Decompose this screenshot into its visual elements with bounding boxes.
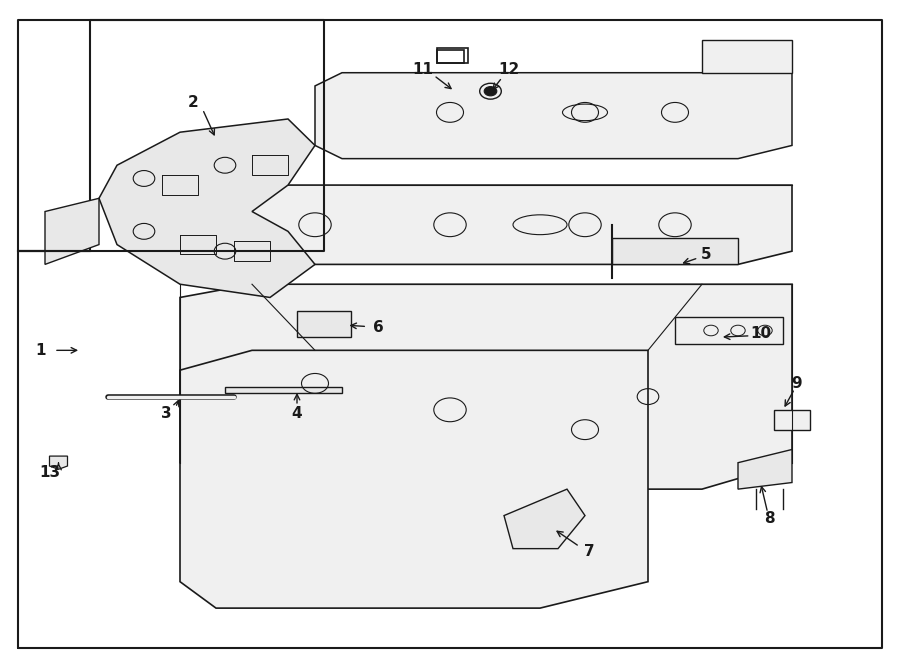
Polygon shape	[315, 73, 792, 159]
Bar	[436, 48, 468, 63]
Text: 12: 12	[498, 62, 519, 77]
Text: 13: 13	[39, 465, 60, 480]
Polygon shape	[504, 489, 585, 549]
Text: 11: 11	[412, 62, 434, 77]
Text: 3: 3	[161, 406, 172, 420]
Polygon shape	[99, 119, 315, 297]
Polygon shape	[774, 410, 810, 430]
Polygon shape	[702, 40, 792, 73]
Text: 1: 1	[35, 343, 46, 358]
Text: 2: 2	[188, 95, 199, 110]
Polygon shape	[180, 350, 648, 608]
Text: 8: 8	[764, 512, 775, 526]
Polygon shape	[738, 449, 792, 489]
Text: 4: 4	[292, 406, 302, 420]
Polygon shape	[225, 387, 342, 393]
Text: 6: 6	[373, 320, 383, 334]
Text: 7: 7	[584, 545, 595, 559]
Polygon shape	[180, 284, 792, 489]
Polygon shape	[50, 456, 68, 469]
Polygon shape	[297, 311, 351, 337]
Text: 9: 9	[791, 376, 802, 391]
Circle shape	[484, 87, 497, 96]
Polygon shape	[45, 198, 99, 264]
Polygon shape	[612, 238, 738, 264]
Polygon shape	[675, 317, 783, 344]
Text: 10: 10	[750, 327, 771, 341]
Polygon shape	[162, 185, 792, 264]
Text: 5: 5	[701, 247, 712, 262]
